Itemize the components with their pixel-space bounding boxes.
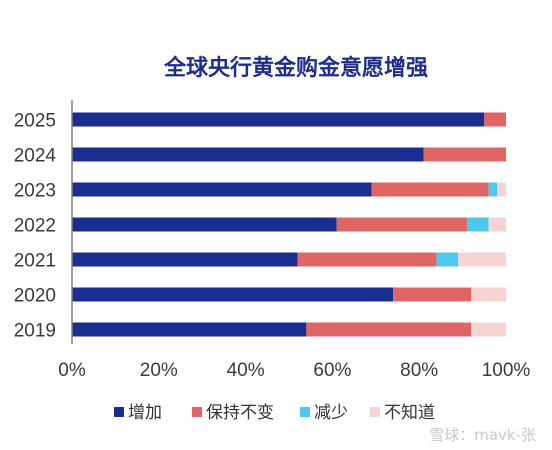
x-axis-ticks: 0% 20% 40% 60% 80% 100% [58, 360, 530, 381]
bar-segment [72, 217, 337, 232]
legend-label: 不知道 [384, 403, 435, 423]
y-tick-label: 2023 [14, 181, 56, 202]
x-tick-label: 20% [140, 360, 178, 381]
legend-label: 增加 [128, 403, 162, 423]
bar-segment [423, 147, 506, 162]
watermark: 雪球：mavk-张 [429, 426, 536, 444]
bar-segment [72, 147, 424, 162]
bar-segment [488, 182, 498, 197]
x-tick-label: 60% [313, 360, 351, 381]
y-axis-ticks: 2025 2024 2023 2022 2021 2020 2019 [14, 111, 57, 342]
x-tick-label: 0% [58, 360, 86, 381]
y-tick-label: 2020 [14, 286, 56, 307]
bar-segment [371, 182, 489, 197]
bar-segment [72, 287, 394, 302]
bar-segment [466, 217, 489, 232]
bars-group [72, 112, 506, 337]
y-tick-label: 2021 [14, 251, 56, 272]
chart-title: 全球央行黄金购金意愿增强 [163, 55, 428, 81]
bar-segment [72, 252, 298, 267]
y-tick-label: 2024 [14, 146, 57, 167]
bar-segment [306, 322, 472, 337]
bar-segment [336, 217, 467, 232]
bar-segment [471, 287, 506, 302]
bar-segment [393, 287, 472, 302]
bar-segment [458, 252, 506, 267]
x-tick-label: 100% [482, 360, 531, 381]
legend: 增加 保持不变 减少 不知道 [114, 403, 435, 423]
legend-label: 保持不变 [206, 403, 274, 423]
bar-segment [497, 182, 506, 197]
bar-segment [72, 182, 372, 197]
legend-swatch [300, 407, 310, 417]
y-tick-label: 2025 [14, 111, 56, 132]
y-tick-label: 2022 [14, 216, 56, 237]
bar-segment [436, 252, 459, 267]
y-tick-label: 2019 [14, 321, 56, 342]
bar-segment [488, 217, 506, 232]
legend-swatch [370, 407, 380, 417]
bar-segment [471, 322, 506, 337]
bar-segment [297, 252, 437, 267]
bar-segment [72, 112, 485, 127]
bar-segment [484, 112, 506, 127]
legend-swatch [192, 407, 202, 417]
x-tick-label: 80% [400, 360, 438, 381]
legend-swatch [114, 407, 124, 417]
watermark-text: 雪球：mavk-张 [429, 426, 536, 444]
legend-label: 减少 [314, 403, 348, 423]
bar-segment [72, 322, 307, 337]
x-tick-label: 40% [227, 360, 265, 381]
